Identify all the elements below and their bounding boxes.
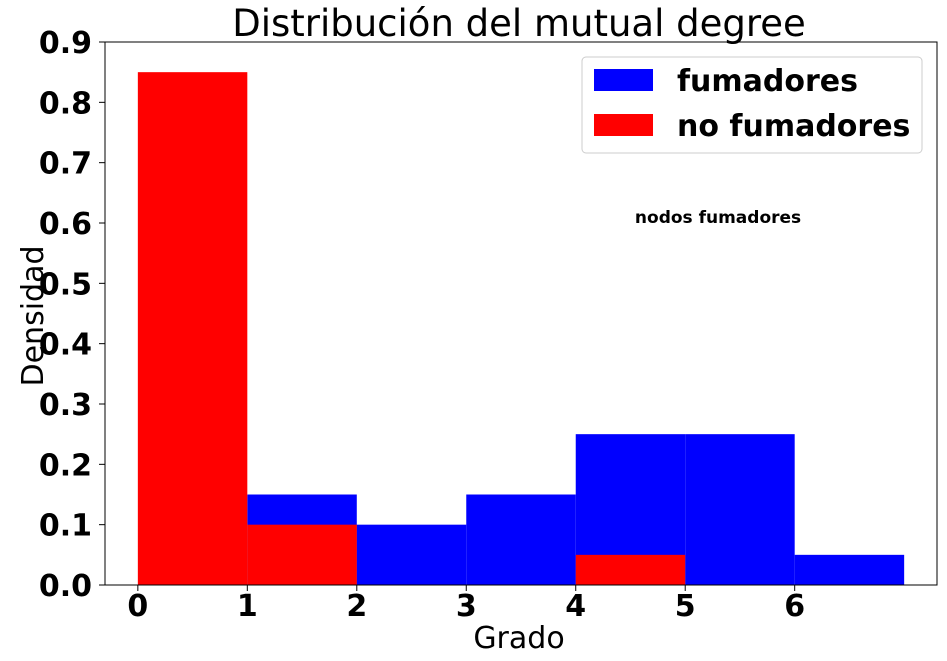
legend-swatch-no-fumadores xyxy=(594,114,653,136)
y-tick-label: 0.4 xyxy=(39,328,92,363)
y-tick-label: 0.6 xyxy=(39,207,92,242)
x-tick-label: 6 xyxy=(784,589,805,624)
y-tick-label: 0.1 xyxy=(39,509,92,544)
bar-no-fumadores-bin-1 xyxy=(247,524,357,585)
bar-fumadores-bin-5 xyxy=(685,434,795,585)
y-tick-label: 0.5 xyxy=(39,267,92,302)
legend-label-no-fumadores: no fumadores xyxy=(677,109,910,144)
legend-swatch-fumadores xyxy=(594,69,653,91)
chart-title: Distribución del mutual degree xyxy=(232,2,806,45)
bar-fumadores-bin-3 xyxy=(466,494,576,585)
x-tick-label: 3 xyxy=(456,589,477,624)
x-tick-label: 0 xyxy=(127,589,148,624)
legend: fumadores no fumadores xyxy=(581,56,923,154)
bars-group xyxy=(137,72,905,585)
legend-label-fumadores: fumadores xyxy=(677,64,858,99)
y-axis-label: Densidad xyxy=(16,245,51,386)
legend-box xyxy=(581,56,923,154)
x-tick-label: 1 xyxy=(237,589,258,624)
bar-no-fumadores-bin-4 xyxy=(575,554,686,585)
y-tick-label: 0.8 xyxy=(39,86,92,121)
y-tick-label: 0.2 xyxy=(39,448,92,483)
y-axis-ticks: 0.0 0.1 0.2 0.3 0.4 0.5 0.6 0.7 0.8 0.9 xyxy=(39,26,105,604)
y-tick-label: 0.9 xyxy=(39,26,92,61)
x-tick-label: 5 xyxy=(675,589,696,624)
bar-fumadores-bin-6 xyxy=(794,554,905,585)
x-axis-label: Grado xyxy=(473,621,564,656)
y-tick-label: 0.3 xyxy=(39,388,92,423)
annotation-text: nodos fumadores xyxy=(635,208,801,228)
x-axis-ticks: 0 1 2 3 4 5 6 xyxy=(127,585,805,624)
x-tick-label: 2 xyxy=(346,589,367,624)
y-tick-label: 0.0 xyxy=(39,569,92,604)
bar-no-fumadores-bin-0 xyxy=(137,72,248,585)
x-tick-label: 4 xyxy=(565,589,586,624)
y-tick-label: 0.7 xyxy=(39,147,92,182)
bar-fumadores-bin-2 xyxy=(356,524,467,585)
plot-area-frame xyxy=(104,41,938,586)
